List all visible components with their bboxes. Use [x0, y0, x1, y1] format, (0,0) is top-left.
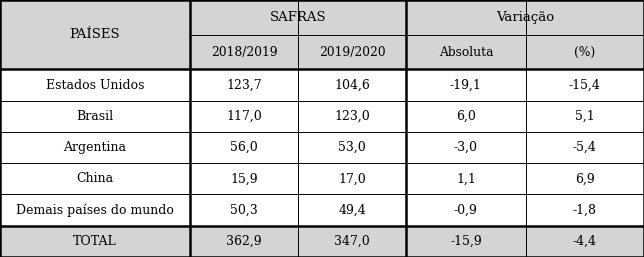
Bar [190, 132, 298, 163]
Text: (%): (%) [574, 45, 595, 59]
Bar [298, 163, 406, 195]
Bar [406, 101, 526, 132]
Text: 6,9: 6,9 [575, 172, 594, 185]
Bar [406, 69, 526, 101]
Text: -0,9: -0,9 [454, 204, 478, 217]
Bar [526, 226, 644, 257]
Bar [0, 226, 190, 257]
Bar [406, 226, 526, 257]
Text: -15,4: -15,4 [569, 79, 601, 91]
Text: 2019/2020: 2019/2020 [319, 45, 386, 59]
Text: -5,4: -5,4 [573, 141, 597, 154]
Bar [0, 163, 190, 195]
Bar [406, 195, 526, 226]
Bar [0, 195, 190, 226]
Text: 123,0: 123,0 [334, 110, 370, 123]
Bar [526, 195, 644, 226]
Text: 104,6: 104,6 [334, 79, 370, 91]
Text: SAFRAS: SAFRAS [270, 11, 327, 24]
Text: 123,7: 123,7 [226, 79, 262, 91]
Text: 56,0: 56,0 [230, 141, 258, 154]
Bar [406, 163, 526, 195]
Text: -4,4: -4,4 [573, 235, 597, 248]
Text: 50,3: 50,3 [230, 204, 258, 217]
Bar [526, 101, 644, 132]
Bar [526, 35, 644, 69]
Text: -19,1: -19,1 [450, 79, 482, 91]
Text: Brasil: Brasil [77, 110, 113, 123]
Text: Demais países do mundo: Demais países do mundo [16, 203, 174, 217]
Text: Argentina: Argentina [64, 141, 126, 154]
Text: Variação: Variação [496, 11, 554, 24]
Text: 1,1: 1,1 [456, 172, 476, 185]
Text: PAÍSES: PAÍSES [70, 28, 120, 41]
Text: TOTAL: TOTAL [73, 235, 117, 248]
Bar [190, 69, 298, 101]
Text: 53,0: 53,0 [338, 141, 366, 154]
Text: 15,9: 15,9 [231, 172, 258, 185]
Bar [406, 0, 644, 35]
Bar [298, 132, 406, 163]
Text: 5,1: 5,1 [575, 110, 594, 123]
Bar [406, 35, 526, 69]
Bar [298, 35, 406, 69]
Text: -1,8: -1,8 [573, 204, 597, 217]
Bar [190, 163, 298, 195]
Bar [190, 226, 298, 257]
Text: 2018/2019: 2018/2019 [211, 45, 278, 59]
Text: -3,0: -3,0 [454, 141, 478, 154]
Bar [526, 132, 644, 163]
Bar [190, 35, 298, 69]
Bar [0, 132, 190, 163]
Bar [298, 195, 406, 226]
Bar [190, 0, 406, 35]
Bar [0, 101, 190, 132]
Bar [0, 69, 190, 101]
Text: 49,4: 49,4 [338, 204, 366, 217]
Text: 347,0: 347,0 [334, 235, 370, 248]
Bar [190, 101, 298, 132]
Bar [526, 69, 644, 101]
Bar [0, 0, 190, 69]
Bar [406, 132, 526, 163]
Bar [526, 163, 644, 195]
Bar [298, 69, 406, 101]
Text: -15,9: -15,9 [450, 235, 482, 248]
Text: China: China [77, 172, 113, 185]
Text: Estados Unidos: Estados Unidos [46, 79, 144, 91]
Text: 17,0: 17,0 [338, 172, 366, 185]
Text: 117,0: 117,0 [226, 110, 262, 123]
Bar [298, 101, 406, 132]
Bar [298, 226, 406, 257]
Text: 6,0: 6,0 [456, 110, 476, 123]
Text: Absoluta: Absoluta [439, 45, 493, 59]
Text: 362,9: 362,9 [226, 235, 262, 248]
Bar [190, 195, 298, 226]
